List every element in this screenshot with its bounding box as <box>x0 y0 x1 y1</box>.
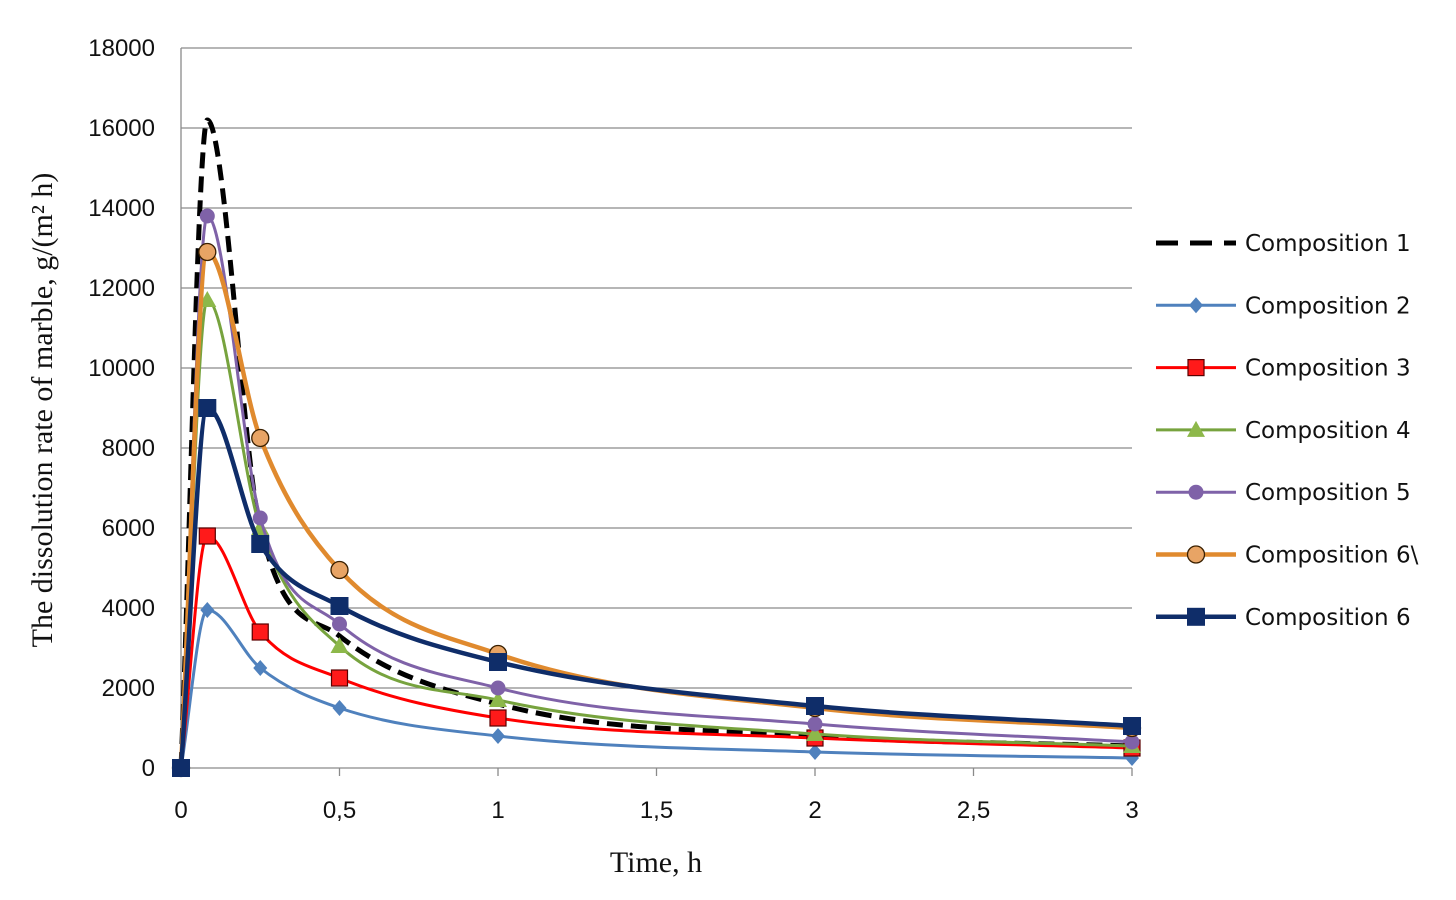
data-point <box>489 709 507 727</box>
data-point <box>1123 717 1141 735</box>
y-tick-label: 16000 <box>88 115 155 142</box>
data-point <box>806 725 824 741</box>
legend-label: Composition 6 <box>1245 605 1411 631</box>
data-point <box>200 602 215 618</box>
legend-item-composition-1: Composition 1 <box>1156 231 1411 257</box>
legend-marker <box>1189 297 1203 314</box>
data-point <box>491 728 505 744</box>
x-axis-title: Time, h <box>610 846 702 879</box>
legend-label: Composition 6\ <box>1245 543 1419 569</box>
x-tick-label: 2 <box>808 797 821 824</box>
series-line <box>179 534 1134 770</box>
series-composition-4 <box>172 291 1141 775</box>
data-point <box>332 700 347 716</box>
data-point <box>490 680 506 696</box>
legend: Composition 1 Composition 2 Composition 3 C… <box>1156 231 1419 631</box>
data-point <box>251 428 270 448</box>
x-tick-label: 1,5 <box>640 797 673 824</box>
series-composition-6 <box>172 399 1141 777</box>
y-tick-label: 2000 <box>102 675 155 702</box>
y-tick-label: 10000 <box>88 355 155 382</box>
data-point <box>253 660 268 676</box>
legend-marker <box>1187 607 1205 626</box>
data-point <box>808 744 822 760</box>
y-tick-labels: 0 2000 4000 6000 8000 10000 12000 14000 16000 180… <box>88 35 155 782</box>
data-point <box>489 653 507 671</box>
legend-marker <box>1187 359 1205 377</box>
data-point <box>330 597 349 615</box>
x-tick-label: 3 <box>1125 797 1138 824</box>
series-composition-1 <box>178 117 1133 769</box>
legend-item-composition-3: Composition 3 <box>1156 356 1411 382</box>
data-point <box>330 560 349 580</box>
y-tick-label: 0 <box>142 755 155 782</box>
data-point <box>198 399 217 417</box>
y-tick-label: 18000 <box>88 35 155 62</box>
data-point <box>332 616 347 632</box>
series-line <box>179 214 1134 770</box>
legend-label: Composition 2 <box>1245 293 1411 319</box>
series-line <box>179 298 1134 770</box>
x-tick-label: 2,5 <box>957 797 990 824</box>
data-point <box>806 697 824 715</box>
series-composition-5 <box>173 208 1140 776</box>
data-point <box>252 510 268 526</box>
y-tick-label: 14000 <box>88 195 155 222</box>
series-composition-3 <box>172 527 1141 777</box>
legend-label: Composition 1 <box>1245 231 1411 257</box>
gridlines <box>181 47 1132 689</box>
axes <box>180 48 1133 776</box>
x-tick-label: 0,5 <box>323 797 356 824</box>
data-point <box>199 208 215 224</box>
data-point <box>330 637 349 653</box>
x-tick-label: 0 <box>174 797 187 824</box>
plot-area-series <box>171 117 1142 778</box>
data-point <box>807 716 823 732</box>
data-point <box>489 691 507 707</box>
series-line <box>178 405 1135 771</box>
data-point <box>198 242 217 262</box>
data-point <box>1124 734 1140 750</box>
y-tick-label: 6000 <box>102 515 155 542</box>
series-composition-6-alt <box>171 242 1142 778</box>
y-tick-label: 8000 <box>102 435 155 462</box>
legend-item-composition-6-alt: Composition 6\ <box>1156 543 1419 569</box>
legend-marker <box>1186 545 1206 564</box>
legend-label: Composition 3 <box>1245 356 1411 382</box>
legend-item-composition-5: Composition 5 <box>1156 480 1411 506</box>
legend-item-composition-4: Composition 4 <box>1156 418 1411 444</box>
legend-marker <box>1187 420 1205 437</box>
x-tick-labels: 0 0,5 1 1,5 2 2,5 3 <box>174 797 1138 824</box>
x-tick-label: 1 <box>491 797 504 824</box>
data-point <box>198 527 216 545</box>
legend-label: Composition 4 <box>1245 418 1411 444</box>
series-line <box>178 117 1133 769</box>
legend-item-composition-2: Composition 2 <box>1156 293 1411 319</box>
y-tick-label: 4000 <box>102 595 155 622</box>
data-point <box>251 535 270 553</box>
legend-marker <box>1188 484 1204 500</box>
data-point <box>330 669 349 687</box>
legend-item-composition-6: Composition 6 <box>1156 605 1411 631</box>
data-point <box>172 759 190 777</box>
y-axis-title: The dissolution rate of marble, g/(m² h) <box>26 173 59 648</box>
y-tick-label: 12000 <box>88 275 155 302</box>
legend-label: Composition 5 <box>1245 480 1411 506</box>
data-point <box>251 623 269 641</box>
